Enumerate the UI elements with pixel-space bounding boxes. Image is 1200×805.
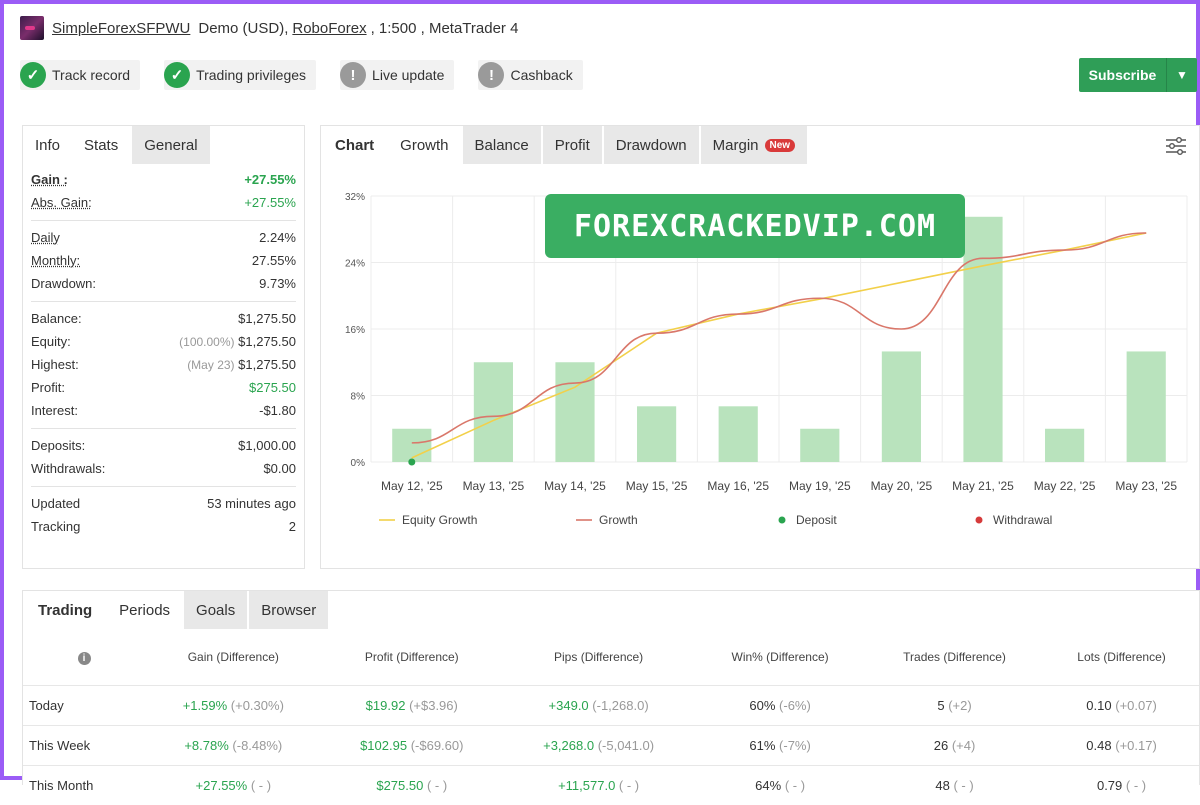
col-trades: Trades (Difference) xyxy=(865,629,1044,686)
leverage-platform: , 1:500 , MetaTrader 4 xyxy=(371,20,519,37)
legend-label: Withdrawal xyxy=(993,513,1052,527)
stat-balance: Balance:$1,275.50 xyxy=(31,307,296,330)
table-row: Today +1.59% (+0.30%) $19.92 (+$3.96) +3… xyxy=(23,686,1199,726)
bar xyxy=(1127,351,1166,462)
x-tick-label: May 23, '25 xyxy=(1115,479,1177,493)
col-lots: Lots (Difference) xyxy=(1044,629,1199,686)
new-badge: New xyxy=(765,139,796,152)
account-header: SimpleForexSFPWU Demo (USD), RoboForex ,… xyxy=(20,14,518,42)
legend-label: Equity Growth xyxy=(402,513,477,527)
stat-withdrawals: Withdrawals:$0.00 xyxy=(31,457,296,480)
stat-interest: Interest:-$1.80 xyxy=(31,399,296,422)
table-row: This Week +8.78% (-8.48%) $102.95 (-$69.… xyxy=(23,726,1199,766)
y-tick-label: 24% xyxy=(345,259,365,270)
tab-info[interactable]: Info xyxy=(23,126,72,164)
bar xyxy=(719,406,758,462)
x-tick-label: May 22, '25 xyxy=(1034,479,1096,493)
tab-profit[interactable]: Profit xyxy=(543,126,602,164)
subscribe-button[interactable]: Subscribe ▼ xyxy=(1079,58,1197,92)
tab-goals[interactable]: Goals xyxy=(184,591,247,629)
chart-panel: Chart Growth Balance Profit Drawdown Mar… xyxy=(320,125,1200,569)
badge-cashback[interactable]: ! Cashback xyxy=(478,60,582,90)
badge-live-update[interactable]: ! Live update xyxy=(340,60,454,90)
bar xyxy=(882,351,921,462)
x-tick-label: May 14, '25 xyxy=(544,479,606,493)
legend-swatch xyxy=(976,517,983,524)
legend-label: Deposit xyxy=(796,513,837,527)
verification-badges: ✓ Track record ✓ Trading privileges ! Li… xyxy=(20,60,583,90)
x-tick-label: May 21, '25 xyxy=(952,479,1014,493)
tab-trading-label: Trading xyxy=(23,591,107,629)
stat-equity: Equity:(100.00%) $1,275.50 xyxy=(31,330,296,353)
stat-abs-gain: Abs. Gain:+27.55% xyxy=(31,191,296,214)
y-tick-label: 0% xyxy=(351,458,366,469)
x-tick-label: May 13, '25 xyxy=(463,479,525,493)
legend-swatch xyxy=(779,517,786,524)
exclamation-icon: ! xyxy=(340,62,366,88)
bar xyxy=(1045,429,1084,462)
bar xyxy=(963,217,1002,462)
account-name-link[interactable]: SimpleForexSFPWU xyxy=(52,20,190,37)
tab-general[interactable]: General xyxy=(132,126,209,164)
watermark-banner: FOREXCRACKEDVIP.COM xyxy=(545,194,965,258)
account-logo[interactable] xyxy=(20,16,44,40)
stat-deposits: Deposits:$1,000.00 xyxy=(31,434,296,457)
chart-settings-icon[interactable] xyxy=(1165,136,1187,156)
badge-track-record[interactable]: ✓ Track record xyxy=(20,60,140,90)
tab-periods[interactable]: Periods xyxy=(107,591,182,629)
col-win: Win% (Difference) xyxy=(695,629,865,686)
y-tick-label: 32% xyxy=(345,192,365,203)
deposit-point xyxy=(408,459,415,466)
x-tick-label: May 16, '25 xyxy=(707,479,769,493)
legend-label: Growth xyxy=(599,513,638,527)
broker-link[interactable]: RoboForex xyxy=(292,20,366,37)
periods-header-row: i Gain (Difference) Profit (Difference) … xyxy=(23,629,1199,686)
col-profit: Profit (Difference) xyxy=(322,629,502,686)
check-icon: ✓ xyxy=(164,62,190,88)
account-type: Demo (USD), xyxy=(198,20,288,37)
exclamation-icon: ! xyxy=(478,62,504,88)
info-icon[interactable]: i xyxy=(78,652,91,665)
check-icon: ✓ xyxy=(20,62,46,88)
chevron-down-icon[interactable]: ▼ xyxy=(1166,58,1197,92)
y-tick-label: 16% xyxy=(345,325,365,336)
bar xyxy=(474,362,513,462)
bar xyxy=(800,429,839,462)
x-tick-label: May 19, '25 xyxy=(789,479,851,493)
tab-chart-label: Chart xyxy=(321,126,388,164)
stat-drawdown: Drawdown:9.73% xyxy=(31,272,296,295)
stat-monthly: Monthly:27.55% xyxy=(31,249,296,272)
x-tick-label: May 12, '25 xyxy=(381,479,443,493)
tab-drawdown[interactable]: Drawdown xyxy=(604,126,699,164)
periods-table: i Gain (Difference) Profit (Difference) … xyxy=(23,629,1199,805)
badge-trading-privileges[interactable]: ✓ Trading privileges xyxy=(164,60,316,90)
tab-stats[interactable]: Stats xyxy=(72,126,130,164)
y-tick-label: 8% xyxy=(351,392,366,403)
tab-growth[interactable]: Growth xyxy=(388,126,460,164)
tab-browser[interactable]: Browser xyxy=(249,591,328,629)
chart-tabs: Chart Growth Balance Profit Drawdown Mar… xyxy=(321,126,1199,164)
stats-tabs: Info Stats General xyxy=(23,126,304,164)
stat-profit: Profit:$275.50 xyxy=(31,376,296,399)
tab-balance[interactable]: Balance xyxy=(463,126,541,164)
col-pips: Pips (Difference) xyxy=(502,629,695,686)
col-gain: Gain (Difference) xyxy=(145,629,322,686)
x-tick-label: May 15, '25 xyxy=(626,479,688,493)
table-row: This Month +27.55% ( - ) $275.50 ( - ) +… xyxy=(23,766,1199,805)
stat-gain: Gain :+27.55% xyxy=(31,168,296,191)
trading-tabs: Trading Periods Goals Browser xyxy=(23,591,1199,629)
stats-panel: Info Stats General Gain :+27.55% Abs. Ga… xyxy=(22,125,305,569)
bar xyxy=(637,406,676,462)
trading-panel: Trading Periods Goals Browser i Gain (Di… xyxy=(22,590,1200,785)
x-tick-label: May 20, '25 xyxy=(871,479,933,493)
stat-highest: Highest:(May 23) $1,275.50 xyxy=(31,353,296,376)
